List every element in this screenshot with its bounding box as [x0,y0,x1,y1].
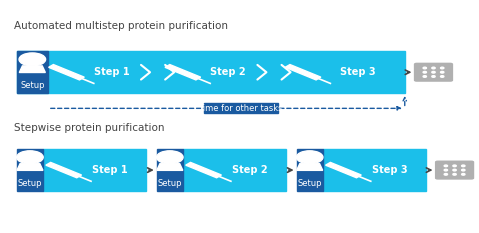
Circle shape [441,67,444,69]
Polygon shape [17,164,43,170]
Polygon shape [285,65,321,80]
FancyBboxPatch shape [435,161,474,180]
Polygon shape [157,164,183,170]
FancyBboxPatch shape [157,149,183,191]
Circle shape [444,174,447,175]
Circle shape [157,151,183,164]
Polygon shape [165,65,201,80]
Polygon shape [326,162,361,178]
Circle shape [441,76,444,77]
Circle shape [453,174,456,175]
Polygon shape [19,66,46,72]
Circle shape [423,67,426,69]
FancyBboxPatch shape [17,51,48,93]
Polygon shape [46,162,81,178]
Text: Step 1: Step 1 [94,67,129,77]
Text: Step 2: Step 2 [210,67,246,77]
Text: Setup: Setup [18,179,42,188]
Text: Step 1: Step 1 [92,165,128,175]
Circle shape [432,76,435,77]
Circle shape [19,53,46,66]
Polygon shape [48,65,84,80]
Circle shape [17,151,43,164]
Polygon shape [186,162,221,178]
Text: Step 3: Step 3 [340,67,376,77]
FancyBboxPatch shape [17,51,405,93]
Circle shape [462,169,465,171]
Text: Setup: Setup [158,179,182,188]
Circle shape [432,67,435,69]
Circle shape [432,72,435,73]
Circle shape [462,165,465,167]
Circle shape [297,151,323,164]
FancyBboxPatch shape [297,149,323,191]
Circle shape [453,165,456,167]
Circle shape [444,165,447,167]
Circle shape [423,72,426,73]
Text: Time for other tasks: Time for other tasks [198,104,283,113]
FancyBboxPatch shape [17,149,43,191]
Circle shape [462,174,465,175]
Polygon shape [297,164,323,170]
Text: Step 2: Step 2 [232,165,268,175]
Text: Setup: Setup [297,179,322,188]
Text: Step 3: Step 3 [372,165,408,175]
Text: Stepwise protein purification: Stepwise protein purification [14,123,165,134]
Text: Automated multistep protein purification: Automated multistep protein purification [14,21,228,31]
FancyBboxPatch shape [43,149,146,191]
FancyBboxPatch shape [183,149,286,191]
Circle shape [453,169,456,171]
FancyBboxPatch shape [204,103,278,113]
Circle shape [441,72,444,73]
FancyBboxPatch shape [414,63,453,82]
FancyBboxPatch shape [323,149,426,191]
Circle shape [444,169,447,171]
Text: Setup: Setup [20,81,45,90]
Circle shape [423,76,426,77]
